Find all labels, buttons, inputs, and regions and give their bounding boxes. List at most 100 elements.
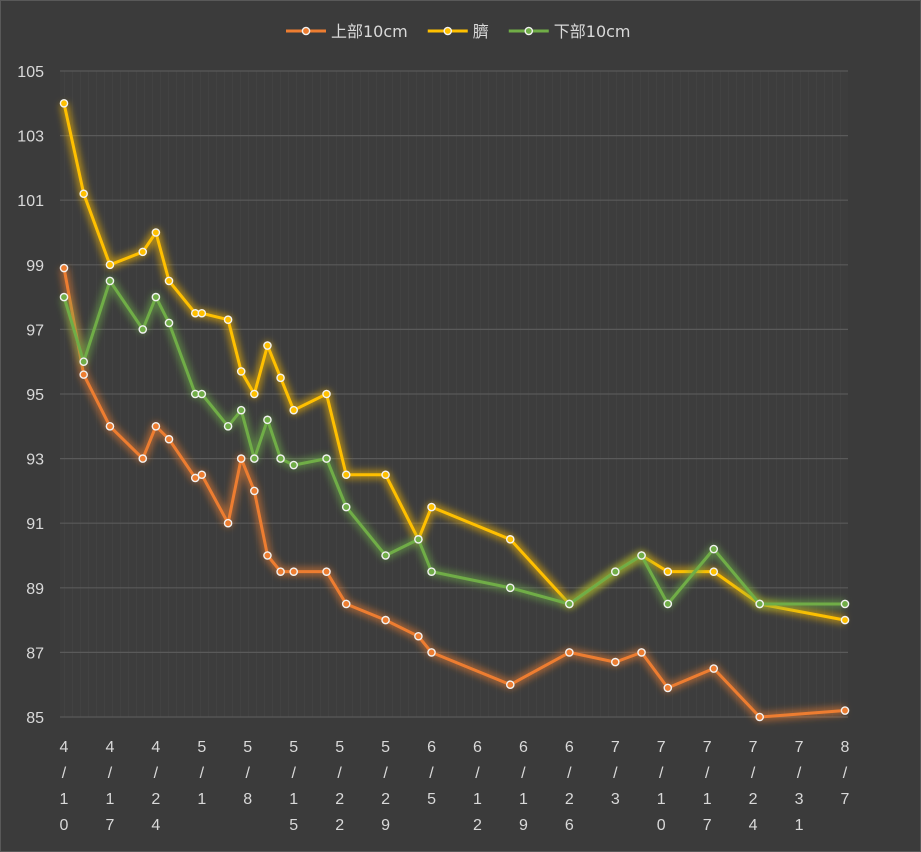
data-point <box>59 99 69 108</box>
data-point <box>840 615 850 625</box>
data-point <box>381 551 390 560</box>
data-point <box>250 486 259 496</box>
x-tick-label: 6/1 9 <box>519 739 528 834</box>
data-point <box>138 454 148 463</box>
x-tick-label: 8/7 <box>841 739 850 808</box>
legend-marker <box>443 26 453 36</box>
data-point <box>414 631 423 641</box>
data-point <box>505 583 515 593</box>
x-tick-label: 6/5 <box>427 739 436 808</box>
data-point <box>840 706 850 715</box>
legend-label: 下部10cm <box>554 22 631 41</box>
y-tick-label: 95 <box>26 387 44 404</box>
data-point <box>164 434 174 444</box>
y-tick-label: 99 <box>26 258 44 275</box>
data-point <box>341 502 351 512</box>
data-point <box>637 551 646 560</box>
data-point <box>197 308 207 318</box>
data-point <box>565 599 574 609</box>
x-tick-label: 5/2 9 <box>381 739 390 834</box>
legend-item: 上部10cm <box>286 22 408 41</box>
x-tick-label: 7/3 <box>611 739 620 808</box>
x-axis-ticks: 4/1 0 4/1 7 4/2 4 5/1 5/8 5/1 5 5/2 2 5/2 9 6/5 6/1 2 6/1… <box>60 739 850 834</box>
data-point <box>610 567 620 576</box>
data-point <box>59 292 69 302</box>
x-tick-label: 7/2 4 <box>749 739 758 834</box>
data-point <box>663 599 673 609</box>
data-point <box>138 247 148 257</box>
legend-label: 上部10cm <box>331 22 408 41</box>
y-tick-label: 85 <box>26 710 44 727</box>
data-point <box>250 389 259 399</box>
data-point <box>276 567 285 576</box>
data-point <box>289 567 299 576</box>
data-point <box>59 263 69 273</box>
data-point <box>341 599 351 609</box>
data-point <box>381 615 390 625</box>
data-point <box>79 370 88 379</box>
data-point <box>276 454 285 463</box>
data-point <box>322 567 331 576</box>
data-point <box>263 341 272 350</box>
data-point <box>138 325 148 334</box>
x-tick-label: 7/1 7 <box>703 739 712 834</box>
data-point <box>197 470 207 480</box>
data-point <box>79 189 88 199</box>
y-tick-label: 87 <box>26 645 44 662</box>
y-tick-label: 89 <box>26 581 44 598</box>
data-point <box>505 535 515 544</box>
data-point <box>236 405 246 415</box>
data-point <box>223 518 233 528</box>
x-tick-label: 4/1 7 <box>105 739 114 834</box>
data-point <box>341 470 351 480</box>
data-point <box>151 228 161 237</box>
data-point <box>709 544 719 554</box>
series-3 <box>59 276 850 609</box>
data-point <box>637 648 646 657</box>
data-point <box>427 648 436 657</box>
series-group <box>59 99 850 722</box>
data-point <box>427 567 436 576</box>
y-tick-label: 105 <box>17 64 44 81</box>
x-tick-label: 5/1 5 <box>289 739 298 834</box>
data-point <box>709 664 719 673</box>
data-point <box>164 318 174 328</box>
data-point <box>223 421 233 431</box>
x-tick-label: 5/1 <box>197 739 206 808</box>
data-point <box>755 599 764 609</box>
data-point <box>105 276 115 286</box>
data-point <box>250 454 259 463</box>
data-point <box>289 405 299 415</box>
x-tick-label: 4/2 4 <box>151 739 160 834</box>
x-tick-label: 6/2 6 <box>565 739 574 834</box>
data-point <box>263 415 272 425</box>
data-point <box>289 460 299 470</box>
legend-marker <box>301 26 311 36</box>
y-tick-label: 91 <box>26 516 44 533</box>
data-point <box>236 367 246 376</box>
x-tick-label: 4/1 0 <box>60 739 69 834</box>
data-point <box>105 260 115 270</box>
x-tick-label: 6/1 2 <box>473 739 482 834</box>
y-tick-label: 103 <box>17 129 44 146</box>
legend-item: 臍 <box>427 22 489 41</box>
legend-item: 下部10cm <box>508 22 631 41</box>
data-point <box>381 470 390 480</box>
data-point <box>151 421 161 431</box>
data-point <box>223 315 233 325</box>
data-point <box>414 535 423 544</box>
y-tick-label: 97 <box>26 322 44 339</box>
data-point <box>197 389 207 399</box>
data-point <box>709 567 719 576</box>
data-point <box>610 657 620 667</box>
data-point <box>151 292 161 302</box>
data-point <box>236 454 246 463</box>
data-point <box>263 551 272 560</box>
data-point <box>105 421 115 431</box>
data-point <box>663 683 673 693</box>
data-point <box>322 389 331 399</box>
x-tick-label: 7/1 0 <box>657 739 666 834</box>
data-point <box>840 599 850 609</box>
data-point <box>755 712 764 722</box>
